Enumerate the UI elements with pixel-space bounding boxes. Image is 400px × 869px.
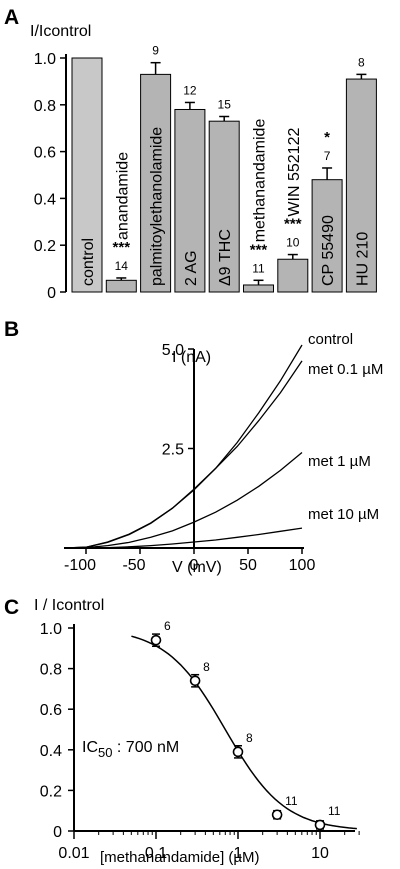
panel-a-y-tick-label: 0.6 bbox=[34, 145, 56, 162]
panel-b-x-tick-label: 100 bbox=[289, 557, 316, 574]
panel-a-bars: control 14***anandamide9palmitoylethanola… bbox=[71, 44, 377, 293]
panel-a-category-label: control bbox=[80, 238, 97, 286]
ic50-subscript: 50 bbox=[98, 745, 112, 760]
panel-a-y-tick-label: 1.0 bbox=[34, 51, 56, 68]
panel-letter-c: C bbox=[4, 596, 19, 619]
panel-a-category-label: anandamide bbox=[114, 152, 131, 240]
panel-c-y-tick-label: 0.8 bbox=[40, 662, 62, 679]
panel-c: C I / Icontrol [methanandamide] (µM) IC5… bbox=[4, 596, 360, 866]
panel-b: B I (nA) V (mV) -100 -50 0 50 100 2.5 5.0 cont… bbox=[4, 318, 383, 576]
panel-b-trace-label: control bbox=[308, 331, 353, 348]
panel-c-x-tick-label: 1 bbox=[234, 845, 243, 862]
panel-a-bar bbox=[174, 108, 206, 293]
panel-b-y-tick-label: 5.0 bbox=[162, 342, 184, 359]
panel-a-category-label: CP 55490 bbox=[320, 215, 337, 286]
panel-a-significance: *** bbox=[113, 239, 131, 256]
panel-c-y-tick-label: 0.4 bbox=[40, 743, 62, 760]
panel-b-trace-label: met 0.1 µM bbox=[308, 361, 383, 378]
panel-a-n-label: 8 bbox=[358, 55, 365, 69]
panel-a-category-label: 2 AG bbox=[183, 250, 200, 286]
panel-a-bar bbox=[105, 279, 137, 293]
panel-c-n-label: 11 bbox=[328, 804, 341, 818]
panel-b-trace-label: met 1 µM bbox=[308, 453, 371, 470]
panel-c-x-tick-label: 0.1 bbox=[145, 845, 167, 862]
panel-c-y-tick-label: 1.0 bbox=[40, 621, 62, 638]
panel-a: A I/Icontrol 0 0.2 0.4 0.6 0.8 1.0 control 14 *… bbox=[4, 6, 377, 302]
panel-a-category-label: WIN 552122 bbox=[286, 128, 303, 217]
panel-b-x-tick-label: 0 bbox=[190, 557, 199, 574]
panel-c-n-label: 11 bbox=[285, 794, 298, 808]
panel-b-trace-line bbox=[64, 451, 303, 549]
panel-a-significance: * bbox=[324, 129, 330, 146]
panel-a-n-label: 11 bbox=[252, 261, 265, 275]
panel-c-xlabel: [methanandamide] (µM) bbox=[100, 849, 260, 866]
panel-a-y-tick-label: 0.8 bbox=[34, 98, 56, 115]
panel-c-x-tick-label: 0.01 bbox=[58, 845, 89, 862]
panel-a-n-label: 9 bbox=[152, 44, 159, 58]
panel-a-n-label: 15 bbox=[218, 98, 232, 112]
panel-letter-b: B bbox=[4, 318, 19, 341]
panel-a-n-label: 12 bbox=[183, 83, 197, 97]
panel-a-bar bbox=[311, 179, 343, 293]
panel-b-xlabel: V (mV) bbox=[172, 559, 222, 576]
ic50-prefix: IC bbox=[82, 739, 98, 756]
panel-c-y-tick-label: 0.2 bbox=[40, 783, 62, 800]
panel-a-y-tick-label: 0 bbox=[47, 285, 56, 302]
panel-a-bar bbox=[243, 284, 274, 293]
panel-c-y-tick-label: 0 bbox=[53, 824, 62, 841]
panel-a-category-label: HU 210 bbox=[354, 232, 371, 286]
panel-letter-a: A bbox=[4, 6, 19, 29]
panel-c-x-tick-label: 10 bbox=[311, 845, 329, 862]
panel-a-category-label: methanandamide bbox=[252, 119, 269, 243]
panel-c-n-label: 8 bbox=[246, 731, 253, 745]
panel-b-x-tick-label: -50 bbox=[122, 557, 145, 574]
panel-a-n-label: 7 bbox=[324, 149, 331, 163]
ic50-value: : 700 nM bbox=[112, 739, 179, 756]
panel-c-ylabel: I / Icontrol bbox=[34, 597, 104, 614]
panel-a-significance: *** bbox=[284, 216, 302, 233]
panel-b-traces: control met 0.1 µM met 1 µM met 10 µM bbox=[64, 331, 383, 549]
panel-c-n-label: 6 bbox=[164, 619, 171, 633]
panel-b-x-tick-label: 50 bbox=[239, 557, 257, 574]
panel-c-points: 6 8 8 11 11 bbox=[131, 619, 357, 831]
panel-a-significance: *** bbox=[250, 241, 268, 258]
panel-b-ylabel: I (nA) bbox=[172, 349, 211, 366]
panel-c-data-point bbox=[314, 819, 326, 831]
panel-a-category-label: palmitoylethanolamide bbox=[149, 127, 166, 286]
panel-c-data-point bbox=[232, 746, 244, 758]
panel-a-ylabel: I/Icontrol bbox=[30, 23, 91, 40]
panel-b-trace-line bbox=[64, 527, 303, 549]
panel-c-data-point bbox=[150, 634, 162, 646]
panel-a-bar bbox=[208, 120, 240, 293]
panel-c-fit-curve bbox=[131, 635, 357, 830]
panel-b-y-tick-label: 2.5 bbox=[162, 442, 184, 459]
panel-b-trace-label: met 10 µM bbox=[308, 506, 379, 523]
panel-c-axes: 0 0.2 0.4 0.6 0.8 1.0 0.01 0.1 1 10 bbox=[40, 621, 360, 862]
panel-a-y-tick-label: 0.2 bbox=[34, 238, 56, 255]
panel-a-bar bbox=[345, 78, 377, 293]
panel-a-bar bbox=[140, 73, 172, 293]
panel-b-trace-line bbox=[64, 360, 303, 549]
panel-c-data-point bbox=[189, 675, 201, 687]
panel-a-n-label: 14 bbox=[115, 259, 129, 273]
panel-a-y-tick-label: 0.4 bbox=[34, 191, 56, 208]
panel-c-ic50-annotation: IC50 : 700 nM bbox=[82, 739, 179, 760]
panel-a-n-label: 10 bbox=[286, 236, 300, 250]
panel-a-category-label: Δ9 THC bbox=[217, 229, 234, 286]
panel-b-x-tick-label: -100 bbox=[64, 557, 96, 574]
panel-c-n-label: 8 bbox=[203, 660, 210, 674]
panel-b-axes: -100 -50 0 50 100 2.5 5.0 bbox=[64, 342, 315, 574]
panel-a-bar bbox=[277, 258, 309, 293]
panel-c-data-point bbox=[271, 809, 283, 821]
panel-a-y-axis: 0 0.2 0.4 0.6 0.8 1.0 bbox=[34, 51, 67, 302]
panel-c-y-tick-label: 0.6 bbox=[40, 702, 62, 719]
panel-a-bar bbox=[71, 57, 103, 293]
